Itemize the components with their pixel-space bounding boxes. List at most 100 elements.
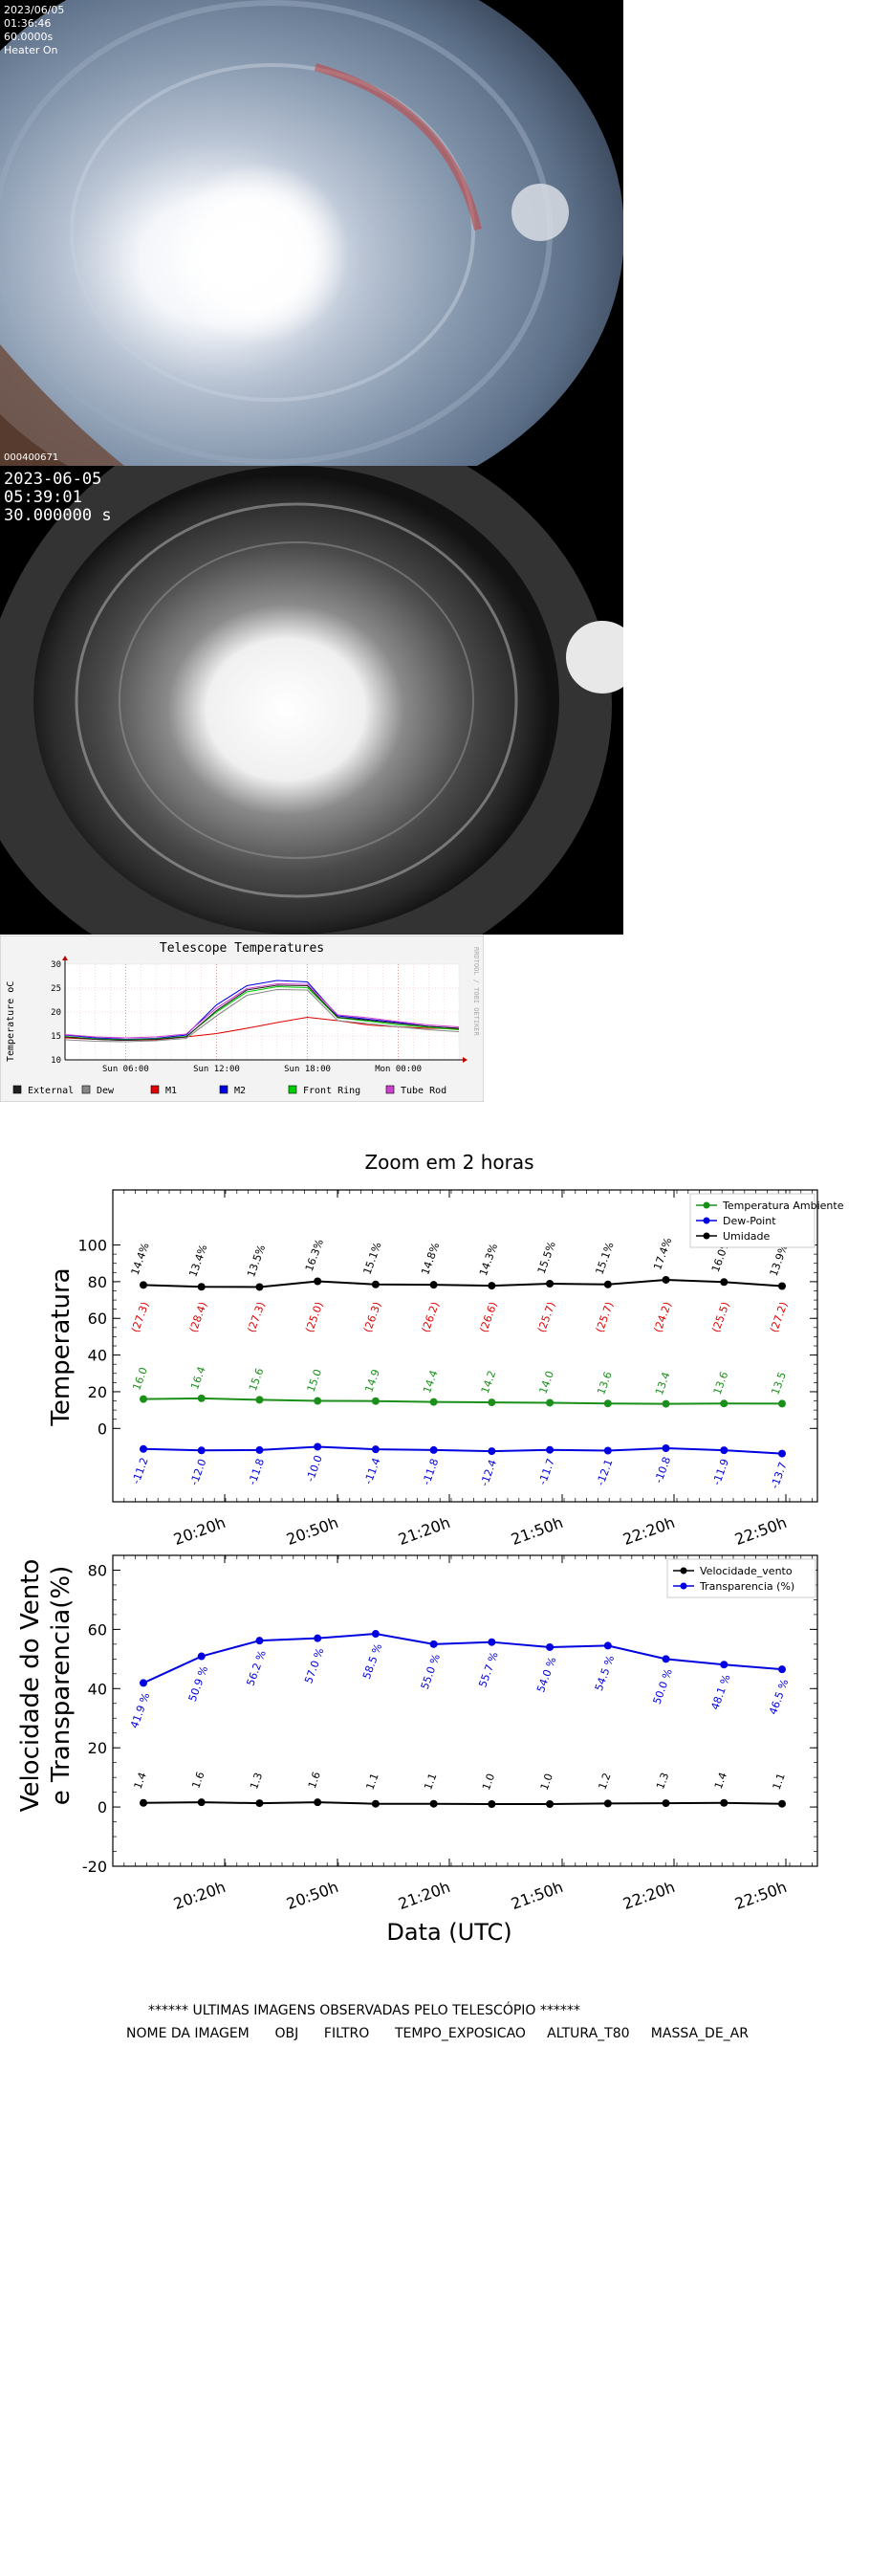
dew-point-point	[197, 1446, 206, 1455]
transparency-data-label: 50.0 %	[651, 1667, 675, 1706]
wind-point	[371, 1799, 380, 1808]
transparency-point	[603, 1641, 612, 1650]
paren-data-label: (27.3)	[245, 1300, 268, 1334]
zoom-bottom-legend-marker	[680, 1582, 687, 1590]
paren-data-label: (28.4)	[187, 1300, 210, 1334]
zoom-top-ytick-label: 0	[98, 1420, 107, 1438]
dew-point-point	[140, 1444, 147, 1453]
transparency-data-label: 50.9 %	[186, 1664, 210, 1704]
temperature-point	[603, 1399, 612, 1408]
telescope-plot-area	[65, 964, 459, 1060]
wind-point	[314, 1798, 322, 1807]
wind-point	[778, 1799, 786, 1808]
zoom-top-xtick-label: 20:20h	[171, 1513, 228, 1549]
humidity-data-label: 17.4%	[651, 1236, 674, 1271]
wind-data-label: 1.3	[654, 1771, 671, 1791]
telescope-xtick-label: Sun 12:00	[193, 1065, 240, 1074]
telescope-legend-label: M2	[234, 1086, 246, 1096]
zoom-bottom-legend-label: Velocidade_vento	[700, 1565, 793, 1577]
humidity-data-label: 15.1%	[361, 1241, 384, 1276]
wind-data-label: 1.0	[480, 1772, 497, 1792]
allsky-camera-image-1: 2023/06/05 01:36:46 60.0000s Heater On 0…	[0, 0, 623, 466]
transparency-data-label: 57.0 %	[302, 1646, 326, 1685]
telescope-chart-ylabel: Temperature oC	[6, 981, 16, 1062]
wind-point	[720, 1798, 729, 1807]
last-images-table-header: NOME DA IMAGEM OBJ FILTRO TEMPO_EXPOSICA…	[126, 2026, 749, 2041]
telescope-x-arrow	[463, 1057, 468, 1063]
zoom-bottom-legend-box	[666, 1558, 816, 1598]
temperature-point	[371, 1397, 380, 1405]
camera1-exposure: 60.0000s	[4, 31, 54, 43]
paren-data-label: (25.0)	[303, 1300, 326, 1334]
dew-data-label: -10.0	[304, 1454, 325, 1484]
dew-data-label: -12.4	[478, 1458, 499, 1487]
dew-data-label: -12.0	[187, 1458, 208, 1487]
dew-point-point	[255, 1445, 264, 1454]
wind-data-label: 1.1	[364, 1772, 381, 1792]
humidity-point	[429, 1281, 438, 1289]
temperature-point	[429, 1398, 438, 1406]
temperature-point	[314, 1397, 322, 1405]
transparency-line	[142, 1633, 783, 1684]
zoom-top-ytick-label: 100	[77, 1237, 107, 1255]
paren-data-label: (27.3)	[129, 1300, 152, 1334]
humidity-point	[720, 1278, 729, 1287]
zoom-bottom-ytick-label: 80	[88, 1561, 107, 1579]
zoom-top-ytick-label: 80	[88, 1273, 107, 1291]
zoom-bottom-legend-marker	[680, 1567, 687, 1574]
zoom-bottom-legend-label: Transparencia (%)	[699, 1580, 794, 1593]
humidity-line	[142, 1278, 783, 1288]
humidity-data-label: 15.1%	[593, 1241, 616, 1276]
camera1-time: 01:36:46	[4, 17, 52, 30]
telescope-xtick-label: Sun 06:00	[102, 1065, 149, 1074]
temperature-data-label: 13.4	[653, 1371, 673, 1397]
humidity-point	[603, 1280, 612, 1288]
camera2-exposure: 30.000000 s	[4, 506, 112, 525]
telescope-xtick-label: Mon 00:00	[375, 1065, 422, 1074]
transparency-point	[314, 1634, 322, 1642]
dew-point-line	[142, 1445, 783, 1455]
wind-data-label: 1.2	[596, 1772, 613, 1792]
dew-data-label: -11.4	[362, 1456, 383, 1486]
humidity-point	[662, 1275, 670, 1284]
telescope-legend-swatch	[385, 1085, 395, 1094]
wind-data-label: 1.3	[248, 1771, 265, 1791]
dew-data-label: -11.2	[130, 1456, 151, 1486]
zoom-bottom-xtick-label: 20:20h	[171, 1878, 228, 1913]
wind-point	[429, 1799, 438, 1808]
last-images-heading: ****** ULTIMAS IMAGENS OBSERVADAS PELO T…	[148, 2003, 580, 2018]
zoom-chart-title: Zoom em 2 horas	[364, 1151, 533, 1174]
wind-data-label: 1.1	[771, 1772, 788, 1792]
wind-line	[142, 1801, 783, 1805]
paren-data-label: (26.3)	[361, 1300, 384, 1334]
allsky-camera-image-2: 2023-06-05 05:39:01 30.000000 s	[0, 466, 623, 935]
telescope-legend-label: Dew	[97, 1086, 115, 1096]
temperature-data-label: 13.6	[595, 1370, 615, 1396]
temperature-point	[488, 1398, 496, 1407]
dew-data-label: -11.8	[420, 1457, 441, 1486]
transparency-point	[778, 1665, 786, 1674]
transparency-data-label: 46.5 %	[767, 1678, 791, 1717]
dew-point-point	[488, 1447, 496, 1456]
telescope-ytick-label: 20	[51, 1008, 61, 1018]
zoom-top-xtick-label: 22:50h	[732, 1513, 789, 1549]
zoom-bottom-xtick-label: 22:50h	[732, 1878, 789, 1913]
humidity-data-label: 14.3%	[477, 1242, 500, 1277]
telescope-legend-swatch	[150, 1085, 160, 1094]
zoom-top-legend-marker	[703, 1232, 710, 1240]
humidity-point	[140, 1281, 147, 1289]
paren-data-label: (25.7)	[535, 1300, 558, 1334]
zoom-bottom-ylabel-line1: Velocidade do Vento	[16, 1559, 45, 1813]
zoom-bottom-xtick-label: 21:50h	[509, 1878, 565, 1913]
dew-data-label: -11.9	[710, 1457, 731, 1486]
humidity-data-label: 15.5%	[535, 1240, 558, 1275]
wind-point	[488, 1800, 496, 1808]
wind-data-label: 1.6	[189, 1771, 207, 1791]
camera2-time: 05:39:01	[4, 488, 82, 507]
telescope-y-arrow	[62, 956, 68, 960]
temperature-data-label: 14.2	[479, 1369, 499, 1395]
humidity-data-label: 14.4%	[129, 1241, 152, 1276]
camera1-date: 2023/06/05	[4, 4, 65, 16]
paren-data-label: (27.2)	[768, 1300, 791, 1334]
zoom-bottom-xtick-label: 21:20h	[396, 1878, 452, 1913]
